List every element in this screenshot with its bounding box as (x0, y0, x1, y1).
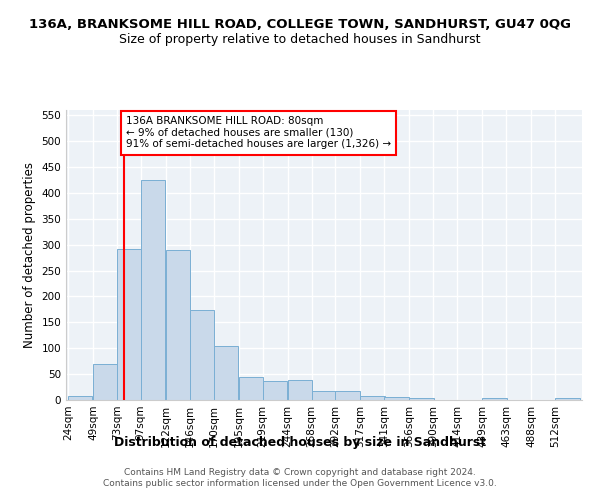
Bar (287, 380, 312, 400)
Bar (555, 398, 580, 400)
Text: Size of property relative to detached houses in Sandhurst: Size of property relative to detached ho… (119, 32, 481, 46)
Text: Distribution of detached houses by size in Sandhurst: Distribution of detached houses by size … (114, 436, 486, 449)
Bar (409, 398, 434, 400)
Text: Contains HM Land Registry data © Crown copyright and database right 2024.
Contai: Contains HM Land Registry data © Crown c… (103, 468, 497, 487)
Bar (263, 381, 287, 400)
Bar (361, 396, 385, 400)
Bar (385, 398, 409, 400)
Bar (482, 398, 506, 400)
Bar (311, 391, 336, 400)
Bar (239, 377, 263, 400)
Bar (68, 396, 92, 400)
Bar (141, 180, 166, 400)
Bar (117, 249, 142, 400)
Bar (190, 310, 214, 400)
Text: 136A, BRANKSOME HILL ROAD, COLLEGE TOWN, SANDHURST, GU47 0QG: 136A, BRANKSOME HILL ROAD, COLLEGE TOWN,… (29, 18, 571, 30)
Text: 136A BRANKSOME HILL ROAD: 80sqm
← 9% of detached houses are smaller (130)
91% of: 136A BRANKSOME HILL ROAD: 80sqm ← 9% of … (126, 116, 391, 150)
Y-axis label: Number of detached properties: Number of detached properties (23, 162, 36, 348)
Bar (93, 364, 118, 400)
Bar (335, 391, 360, 400)
Bar (166, 250, 190, 400)
Bar (214, 346, 238, 400)
